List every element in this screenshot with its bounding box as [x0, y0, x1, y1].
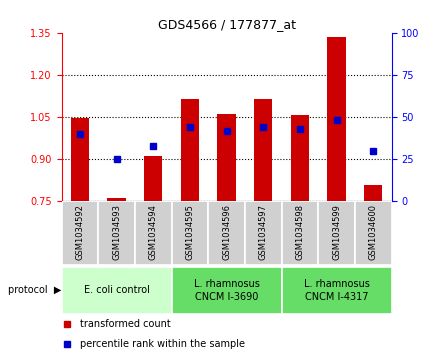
Text: GSM1034598: GSM1034598: [295, 204, 304, 260]
Title: GDS4566 / 177877_at: GDS4566 / 177877_at: [158, 19, 296, 32]
Bar: [144, 156, 162, 201]
Bar: [282, 267, 392, 314]
Text: GSM1034597: GSM1034597: [259, 204, 268, 260]
Bar: [217, 114, 236, 201]
Text: GSM1034592: GSM1034592: [75, 204, 84, 260]
Bar: [135, 201, 172, 265]
Bar: [181, 99, 199, 201]
Text: GSM1034596: GSM1034596: [222, 204, 231, 260]
Text: L. rhamnosus
CNCM I-4317: L. rhamnosus CNCM I-4317: [304, 279, 370, 302]
Bar: [71, 118, 89, 201]
Bar: [172, 201, 208, 265]
Bar: [364, 185, 382, 201]
Text: L. rhamnosus
CNCM I-3690: L. rhamnosus CNCM I-3690: [194, 279, 260, 302]
Bar: [172, 267, 282, 314]
Text: protocol  ▶: protocol ▶: [8, 285, 62, 295]
Text: E. coli control: E. coli control: [84, 285, 150, 295]
Bar: [98, 201, 135, 265]
Bar: [282, 201, 318, 265]
Text: GSM1034599: GSM1034599: [332, 204, 341, 260]
Text: transformed count: transformed count: [80, 319, 170, 329]
Bar: [355, 201, 392, 265]
Bar: [107, 198, 126, 201]
Bar: [291, 115, 309, 201]
Bar: [254, 99, 272, 201]
Bar: [318, 201, 355, 265]
Bar: [208, 201, 245, 265]
Bar: [327, 37, 346, 201]
Text: GSM1034593: GSM1034593: [112, 204, 121, 260]
Bar: [245, 201, 282, 265]
Bar: [62, 267, 172, 314]
Text: GSM1034594: GSM1034594: [149, 204, 158, 260]
Bar: [62, 201, 98, 265]
Text: percentile rank within the sample: percentile rank within the sample: [80, 339, 245, 349]
Text: GSM1034600: GSM1034600: [369, 204, 378, 260]
Text: GSM1034595: GSM1034595: [185, 204, 194, 260]
